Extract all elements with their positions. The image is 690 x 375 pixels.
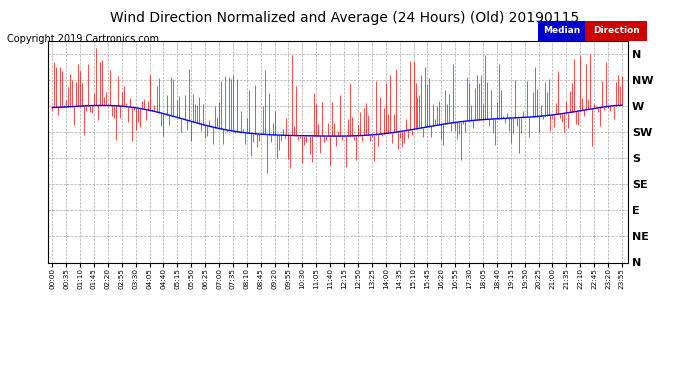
Text: Copyright 2019 Cartronics.com: Copyright 2019 Cartronics.com xyxy=(7,34,159,44)
Text: Wind Direction Normalized and Average (24 Hours) (Old) 20190115: Wind Direction Normalized and Average (2… xyxy=(110,11,580,25)
Text: Median: Median xyxy=(543,26,580,36)
Text: Direction: Direction xyxy=(593,26,640,36)
